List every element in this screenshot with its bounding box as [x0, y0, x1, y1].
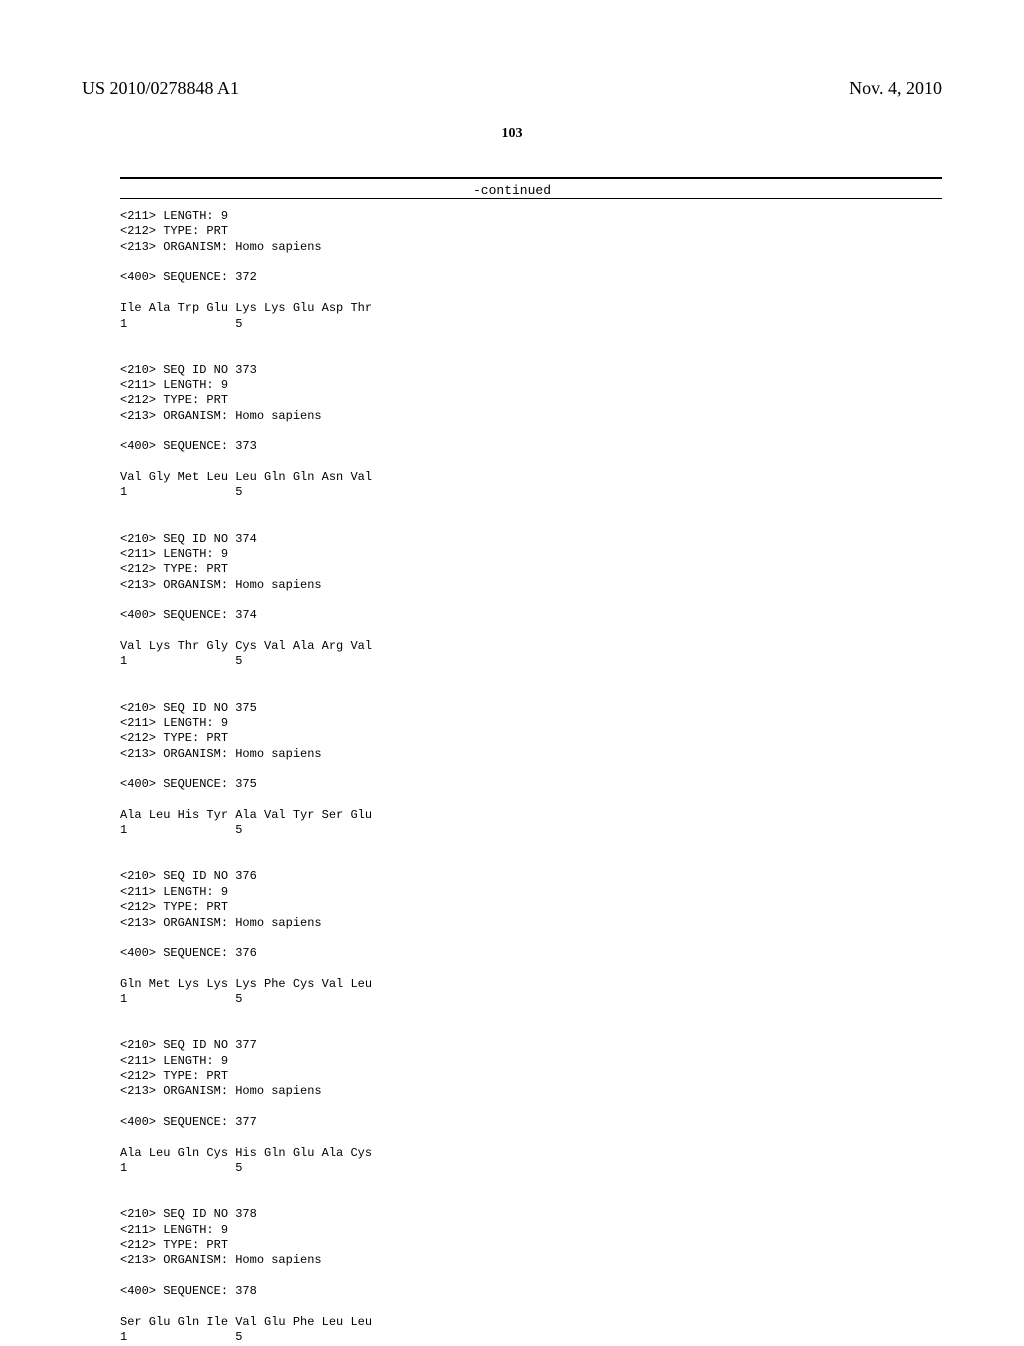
- document-header: US 2010/0278848 A1 Nov. 4, 2010: [0, 78, 1024, 99]
- rule-top: [120, 177, 942, 179]
- publication-date: Nov. 4, 2010: [849, 78, 942, 99]
- publication-number: US 2010/0278848 A1: [82, 78, 239, 99]
- continued-label: -continued: [0, 183, 1024, 198]
- rule-bottom: [120, 198, 942, 199]
- sequence-listing-content: <211> LENGTH: 9 <212> TYPE: PRT <213> OR…: [120, 209, 942, 1346]
- page-number: 103: [0, 126, 1024, 142]
